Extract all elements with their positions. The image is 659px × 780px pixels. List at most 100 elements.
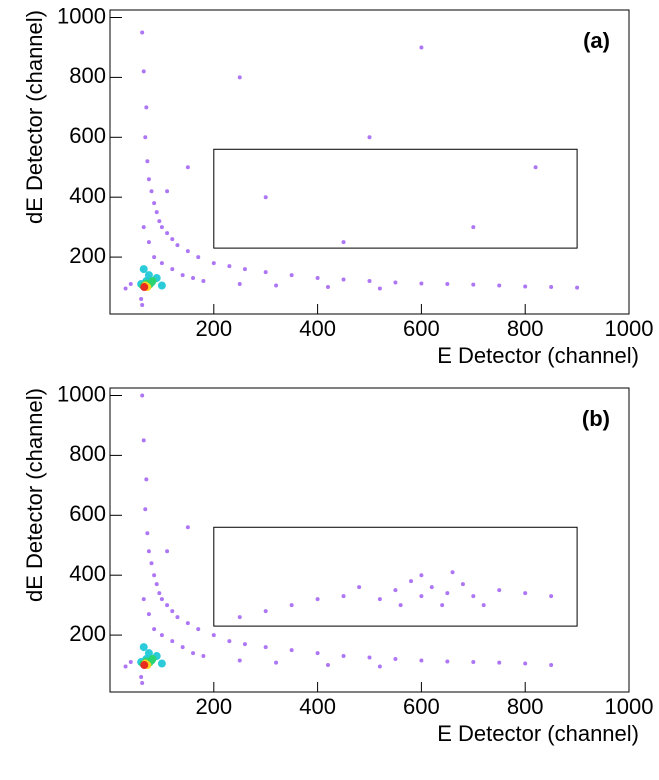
point xyxy=(325,663,330,668)
point xyxy=(191,276,196,281)
point xyxy=(165,603,170,608)
point xyxy=(170,609,175,614)
point xyxy=(263,645,268,650)
point xyxy=(146,177,151,182)
y-tick-label: 400 xyxy=(69,561,106,586)
y-axis-label: dE Detector (channel) xyxy=(22,388,47,602)
point xyxy=(211,261,216,266)
point xyxy=(165,549,170,554)
point xyxy=(237,282,242,287)
point xyxy=(152,627,157,632)
point xyxy=(140,393,145,398)
point xyxy=(445,591,450,596)
point xyxy=(377,597,382,602)
point xyxy=(196,627,201,632)
panel-label: (a) xyxy=(583,28,610,53)
point xyxy=(123,664,128,669)
point xyxy=(145,159,150,164)
y-tick-label: 400 xyxy=(69,183,106,208)
point xyxy=(159,597,164,602)
plot-frame xyxy=(109,9,630,315)
point xyxy=(128,660,133,665)
point xyxy=(274,283,279,288)
point xyxy=(341,277,346,282)
point xyxy=(143,135,148,140)
point xyxy=(575,285,580,290)
point xyxy=(315,276,320,281)
x-axis-label: E Detector (channel) xyxy=(437,721,639,746)
y-tick-label: 600 xyxy=(69,123,106,148)
point xyxy=(159,225,164,230)
point xyxy=(170,267,175,272)
point xyxy=(227,639,232,644)
point xyxy=(123,286,128,291)
point xyxy=(398,603,403,608)
point xyxy=(237,658,242,663)
point xyxy=(289,603,294,608)
point xyxy=(357,585,362,590)
point xyxy=(429,585,434,590)
point xyxy=(128,282,133,287)
point xyxy=(152,255,157,260)
point xyxy=(367,655,372,660)
point xyxy=(141,438,146,443)
point xyxy=(393,588,398,593)
point xyxy=(341,594,346,599)
point xyxy=(549,594,554,599)
point xyxy=(315,597,320,602)
point xyxy=(149,189,154,194)
x-tick-label: 800 xyxy=(507,316,544,341)
point xyxy=(315,651,320,656)
point xyxy=(157,219,162,224)
x-tick-label: 200 xyxy=(195,694,232,719)
point xyxy=(237,615,242,620)
point xyxy=(471,282,476,287)
point xyxy=(180,273,185,278)
point xyxy=(471,225,476,230)
point xyxy=(144,271,153,280)
point xyxy=(549,285,554,290)
point xyxy=(185,165,190,170)
point xyxy=(325,285,330,290)
y-tick-label: 800 xyxy=(69,63,106,88)
point xyxy=(140,681,145,686)
panel-label: (b) xyxy=(582,406,610,431)
point xyxy=(419,594,424,599)
point xyxy=(393,657,398,662)
point xyxy=(409,579,414,584)
point xyxy=(471,660,476,665)
point xyxy=(263,270,268,275)
y-tick-label: 600 xyxy=(69,501,106,526)
point xyxy=(148,655,157,664)
point xyxy=(157,281,166,290)
point xyxy=(141,69,146,74)
point xyxy=(497,588,502,593)
point xyxy=(497,660,502,665)
point xyxy=(139,297,144,302)
point xyxy=(170,639,175,644)
point xyxy=(148,277,157,286)
point xyxy=(146,612,151,617)
point xyxy=(227,264,232,269)
point xyxy=(419,281,424,286)
point xyxy=(211,633,216,638)
x-tick-label: 200 xyxy=(195,316,232,341)
gate xyxy=(213,148,578,249)
point xyxy=(159,261,164,266)
point xyxy=(140,661,149,670)
point xyxy=(367,135,372,140)
point xyxy=(175,615,180,620)
point xyxy=(165,231,170,236)
point xyxy=(263,195,268,200)
point xyxy=(450,570,455,575)
point xyxy=(440,603,445,608)
point xyxy=(159,633,164,638)
point xyxy=(139,265,148,274)
point xyxy=(157,659,166,668)
point xyxy=(152,201,157,206)
y-tick-label: 800 xyxy=(69,441,106,466)
point xyxy=(152,573,157,578)
point xyxy=(471,594,476,599)
point xyxy=(481,603,486,608)
